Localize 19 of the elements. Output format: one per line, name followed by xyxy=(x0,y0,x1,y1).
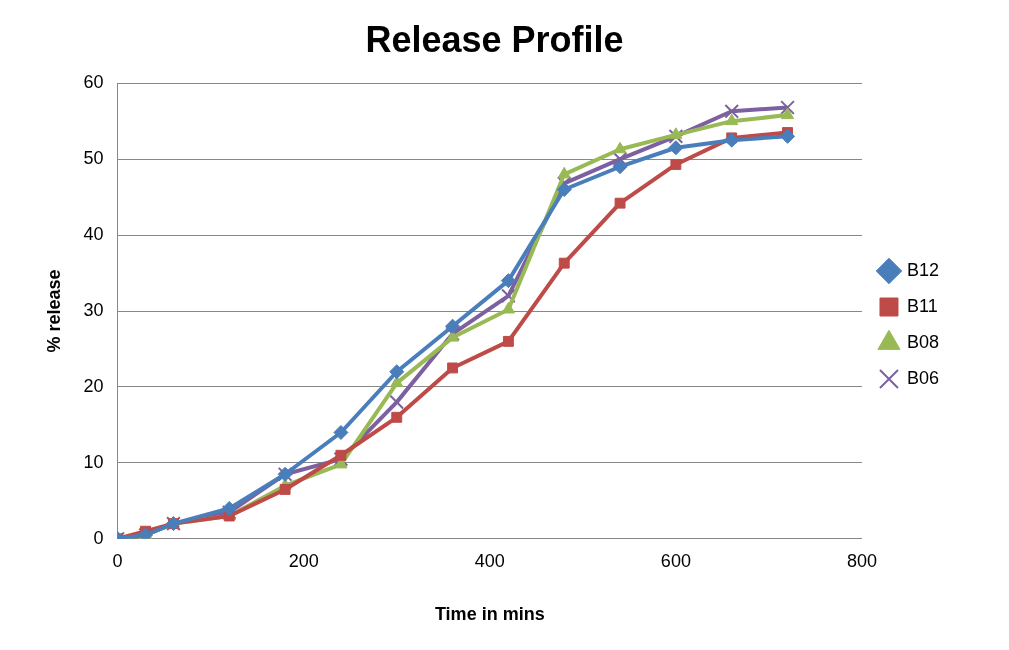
y-tick-label: 10 xyxy=(83,451,104,472)
legend-label: B08 xyxy=(906,331,939,352)
x-tick-label: 0 xyxy=(112,550,123,571)
y-tick-label: 20 xyxy=(83,375,104,396)
x-tick-label: 800 xyxy=(846,550,877,571)
y-axis-title: % release xyxy=(43,269,64,353)
y-tick-label: 40 xyxy=(83,224,104,245)
x-tick-label: 200 xyxy=(288,550,319,571)
y-tick-label: 0 xyxy=(93,527,104,548)
y-tick-label: 30 xyxy=(83,299,104,320)
y-tick-label: 60 xyxy=(83,72,104,93)
legend-label: B11 xyxy=(906,295,938,316)
legend-label: B12 xyxy=(906,259,939,280)
x-tick-label: 400 xyxy=(474,550,505,571)
y-tick-label: 50 xyxy=(83,148,104,169)
chart-title: Release Profile xyxy=(365,18,624,60)
legend-label: B06 xyxy=(906,367,939,388)
x-axis-title: Time in mins xyxy=(434,604,545,625)
x-tick-label: 600 xyxy=(660,550,691,571)
